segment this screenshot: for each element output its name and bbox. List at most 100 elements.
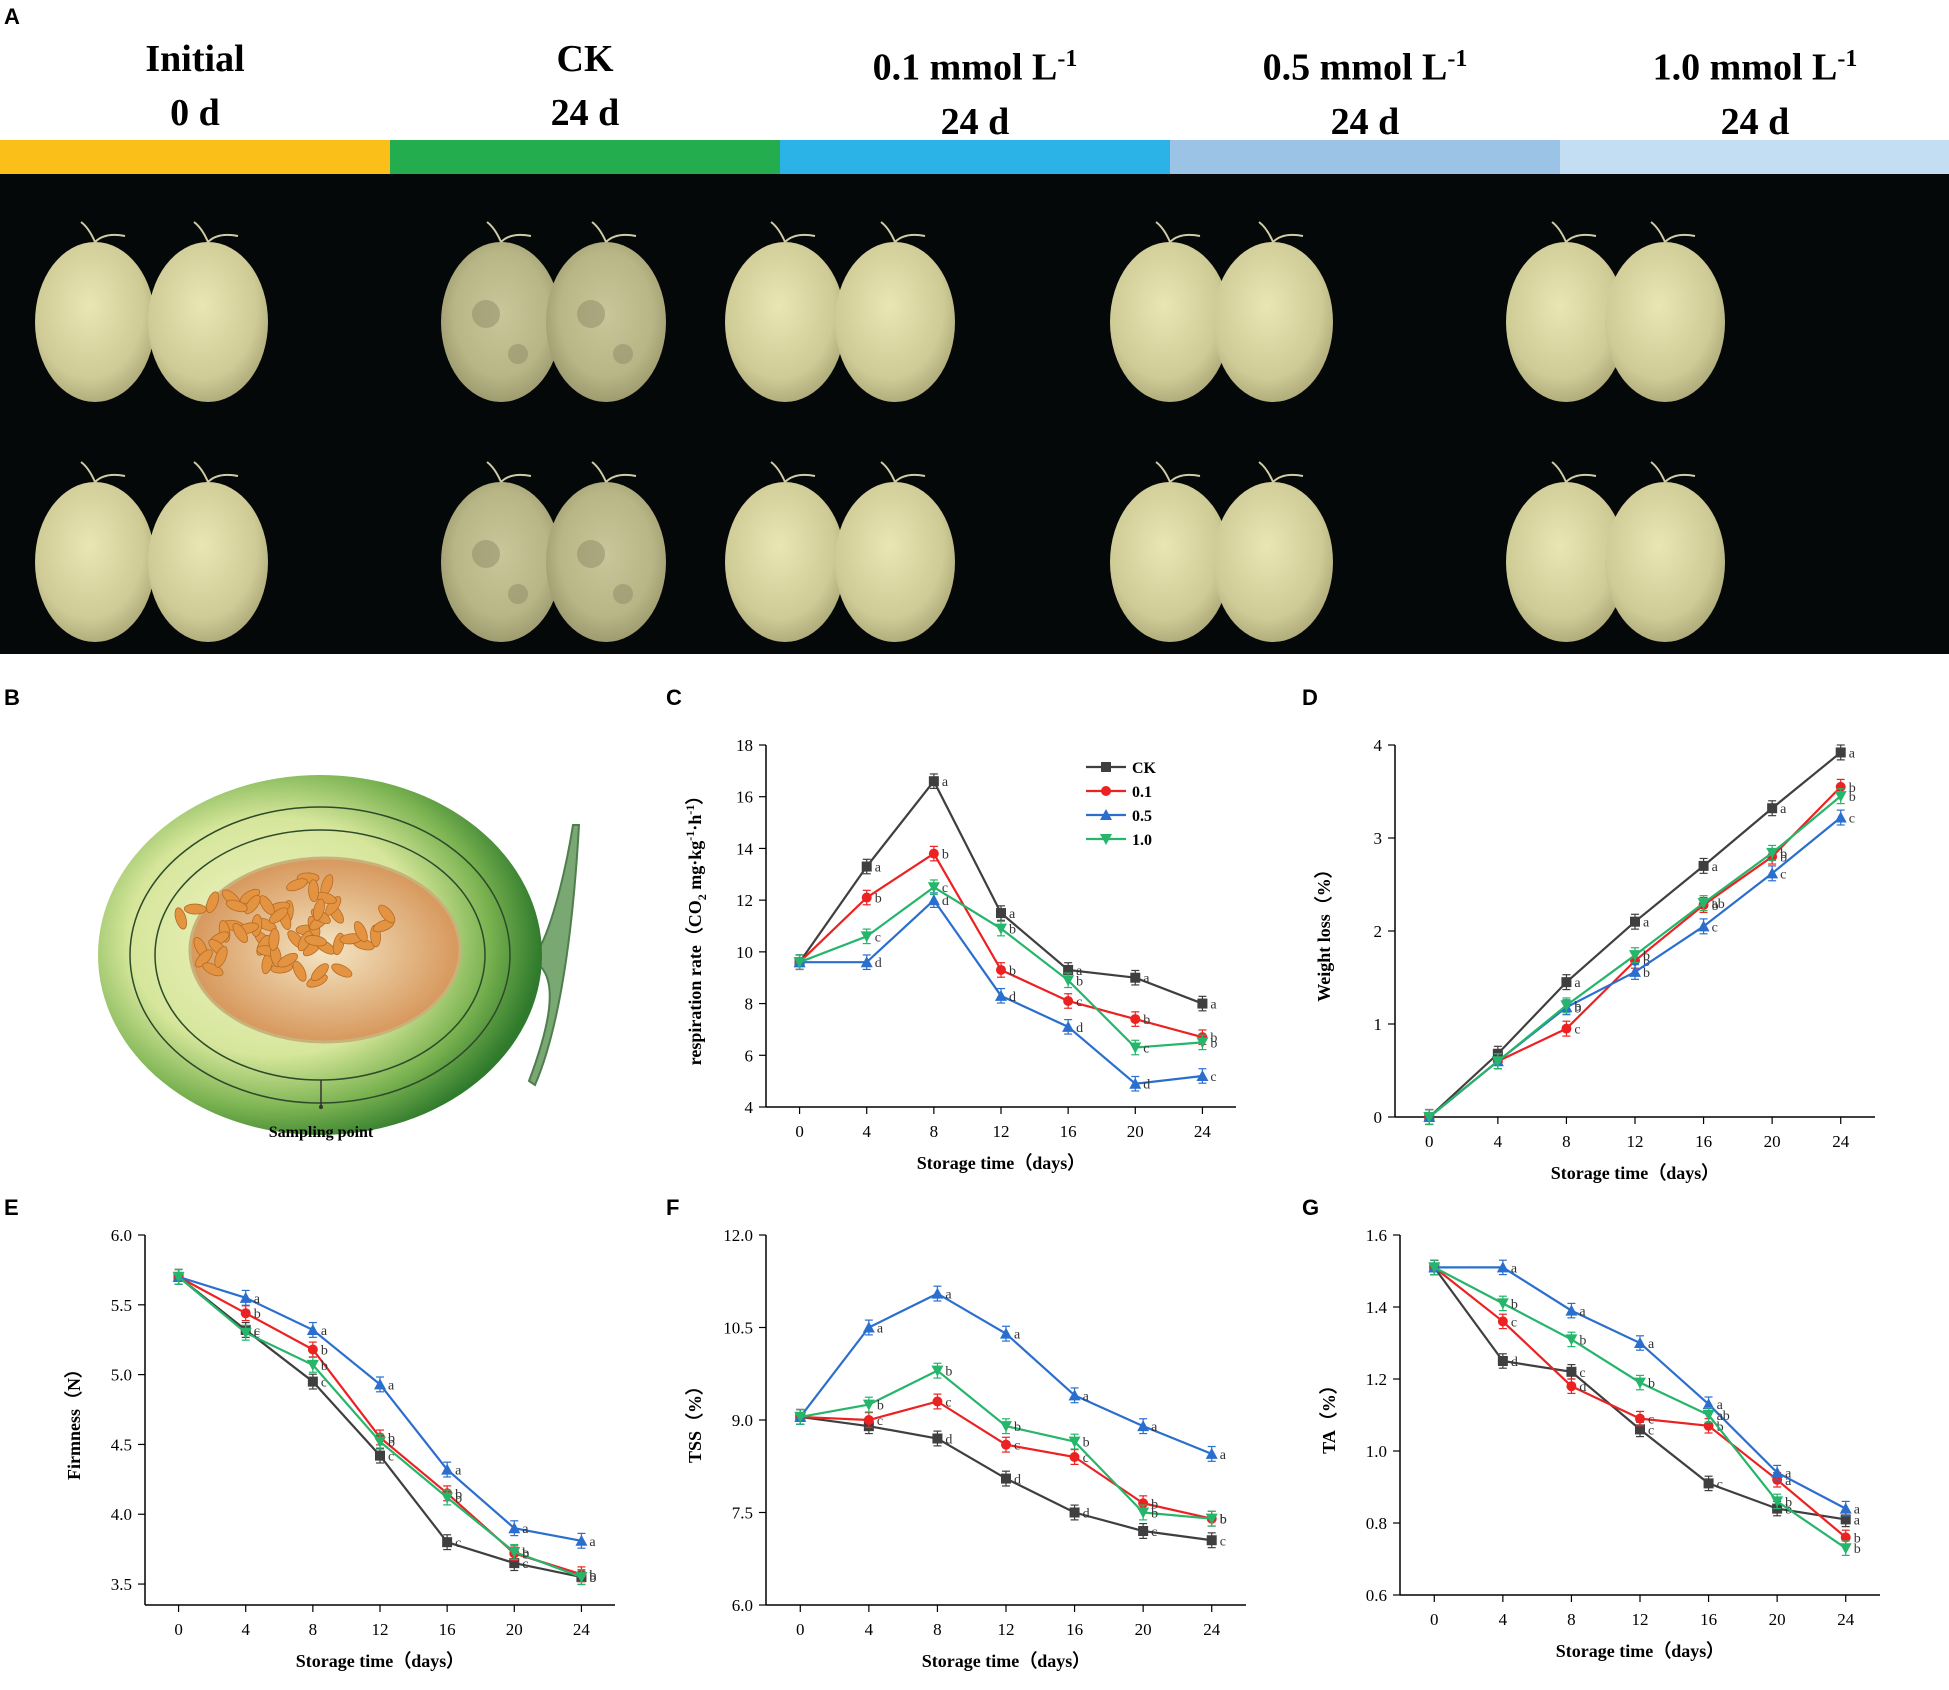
significance-letter: b xyxy=(942,848,949,863)
melon xyxy=(1213,482,1333,642)
x-tick-label: 8 xyxy=(1562,1132,1571,1151)
data-marker xyxy=(1137,1507,1150,1519)
significance-letter: c xyxy=(1220,1534,1226,1549)
color-bar-0-5 xyxy=(1170,140,1560,174)
significance-letter: b xyxy=(1643,966,1650,981)
significance-letter: c xyxy=(1648,1413,1654,1428)
color-bar-1-0 xyxy=(1560,140,1949,174)
color-bar-0-1 xyxy=(780,140,1170,174)
legend-label: 0.1 xyxy=(1132,784,1152,801)
seed xyxy=(277,952,298,968)
sampling-point-label: Sampling point xyxy=(269,1124,374,1141)
series-line xyxy=(1428,751,1842,1118)
significance-letter: a xyxy=(1643,916,1650,931)
data-marker xyxy=(1138,1526,1149,1536)
data-marker xyxy=(509,1558,520,1569)
x-tick-label: 20 xyxy=(1769,1610,1786,1629)
melon-spot xyxy=(508,344,528,364)
y-axis-label-part: 2 xyxy=(695,894,709,900)
legend-label: 0.5 xyxy=(1132,808,1152,825)
panel-letter-f: F xyxy=(666,1195,680,1220)
seed xyxy=(353,921,368,943)
data-marker xyxy=(931,1287,944,1299)
y-tick-label: 10.5 xyxy=(723,1319,753,1338)
x-tick-label: 20 xyxy=(506,1620,523,1639)
data-marker xyxy=(374,1378,386,1390)
significance-letter: a xyxy=(1780,802,1787,817)
melon-spot xyxy=(472,300,500,328)
x-tick-label: 4 xyxy=(862,1122,871,1141)
data-marker xyxy=(239,1327,252,1339)
data-marker xyxy=(1069,1452,1080,1462)
significance-letter: d xyxy=(942,894,949,909)
data-marker xyxy=(928,848,939,859)
significance-letter: a xyxy=(455,1464,462,1479)
significance-letter: ab xyxy=(1717,1409,1730,1424)
significance-letter: b xyxy=(1574,999,1581,1014)
data-marker xyxy=(1130,972,1141,983)
group-day: 0 d xyxy=(170,92,220,134)
x-tick-label: 16 xyxy=(1060,1122,1077,1141)
data-marker xyxy=(1634,1337,1646,1348)
significance-letter: c xyxy=(1083,1451,1089,1466)
data-marker xyxy=(1835,781,1846,792)
y-tick-label: 6.0 xyxy=(732,1596,753,1615)
plot-area: 0 4 8 12 16 20 24 0.6 0.8 1.0 1.2 1.4 1.6 Storage tim… xyxy=(1319,1226,1880,1661)
y-tick-label: 0 xyxy=(1374,1108,1383,1127)
y-tick-label: 3 xyxy=(1374,829,1383,848)
chart-e-svg: 0 4 8 12 16 20 24 3.5 4.0 4.5 5.0 5.5 6.0 Storage tim… xyxy=(64,1226,615,1671)
data-marker xyxy=(1100,809,1112,820)
significance-letter: d xyxy=(945,1433,952,1448)
y-axis-label-part: ·h xyxy=(685,815,705,831)
data-marker xyxy=(306,1323,319,1335)
data-marker xyxy=(1630,916,1640,927)
data-marker xyxy=(996,964,1006,975)
significance-letter: a xyxy=(1579,1305,1586,1320)
melon xyxy=(35,482,155,642)
significance-letter: b xyxy=(877,1399,884,1414)
significance-letter: b xyxy=(1220,1513,1227,1528)
significance-letter: b xyxy=(589,1571,596,1586)
data-marker xyxy=(995,989,1007,1001)
significance-letter: b xyxy=(522,1546,529,1561)
significance-letter: b xyxy=(1210,1031,1217,1046)
x-tick-label: 20 xyxy=(1135,1620,1152,1639)
significance-letter: c xyxy=(1574,1023,1580,1038)
significance-letter: c xyxy=(1151,1525,1157,1540)
y-tick-label: 4.5 xyxy=(111,1435,132,1454)
melon-section-drawing: Sampling point xyxy=(98,775,581,1141)
y-axis-label: Firmness（N） xyxy=(64,1360,84,1480)
seed xyxy=(195,949,213,968)
y-tick-label: 0.8 xyxy=(1366,1514,1387,1533)
group-conc: 0.1 mmol L-1 xyxy=(780,32,1170,95)
significance-letter: b xyxy=(1849,790,1856,805)
group-label-ck: CK 24 d xyxy=(390,32,780,140)
data-marker xyxy=(1497,1356,1508,1366)
y-tick-label: 1.2 xyxy=(1366,1370,1387,1389)
melon xyxy=(1605,242,1725,402)
significance-letter: a xyxy=(1220,1448,1227,1463)
significance-letter: b xyxy=(1712,899,1719,914)
plot-area: 0 4 8 12 16 20 24 6.0 7.5 9.0 10.5 12.0 Storage time… xyxy=(685,1226,1246,1671)
data-marker xyxy=(1766,867,1779,879)
significance-letter: b xyxy=(1014,1420,1021,1435)
significance-letter: b xyxy=(388,1431,395,1446)
x-tick-label: 20 xyxy=(1127,1122,1144,1141)
seed xyxy=(232,922,248,943)
significance-letter: a xyxy=(1076,964,1083,979)
data-marker xyxy=(1068,1389,1081,1401)
data-marker xyxy=(1101,786,1111,796)
significance-letter: b xyxy=(1083,1436,1090,1451)
sampling-dot xyxy=(319,1105,323,1109)
data-marker xyxy=(1423,1112,1436,1123)
significance-letter: d xyxy=(1014,1473,1021,1488)
significance-letter: b xyxy=(388,1436,395,1451)
y-tick-label: 4.0 xyxy=(111,1505,132,1524)
data-marker xyxy=(1000,1421,1012,1433)
data-marker xyxy=(1197,998,1208,1009)
x-axis-label: Storage time（days） xyxy=(917,1153,1085,1173)
significance-letter: b xyxy=(1076,974,1083,989)
